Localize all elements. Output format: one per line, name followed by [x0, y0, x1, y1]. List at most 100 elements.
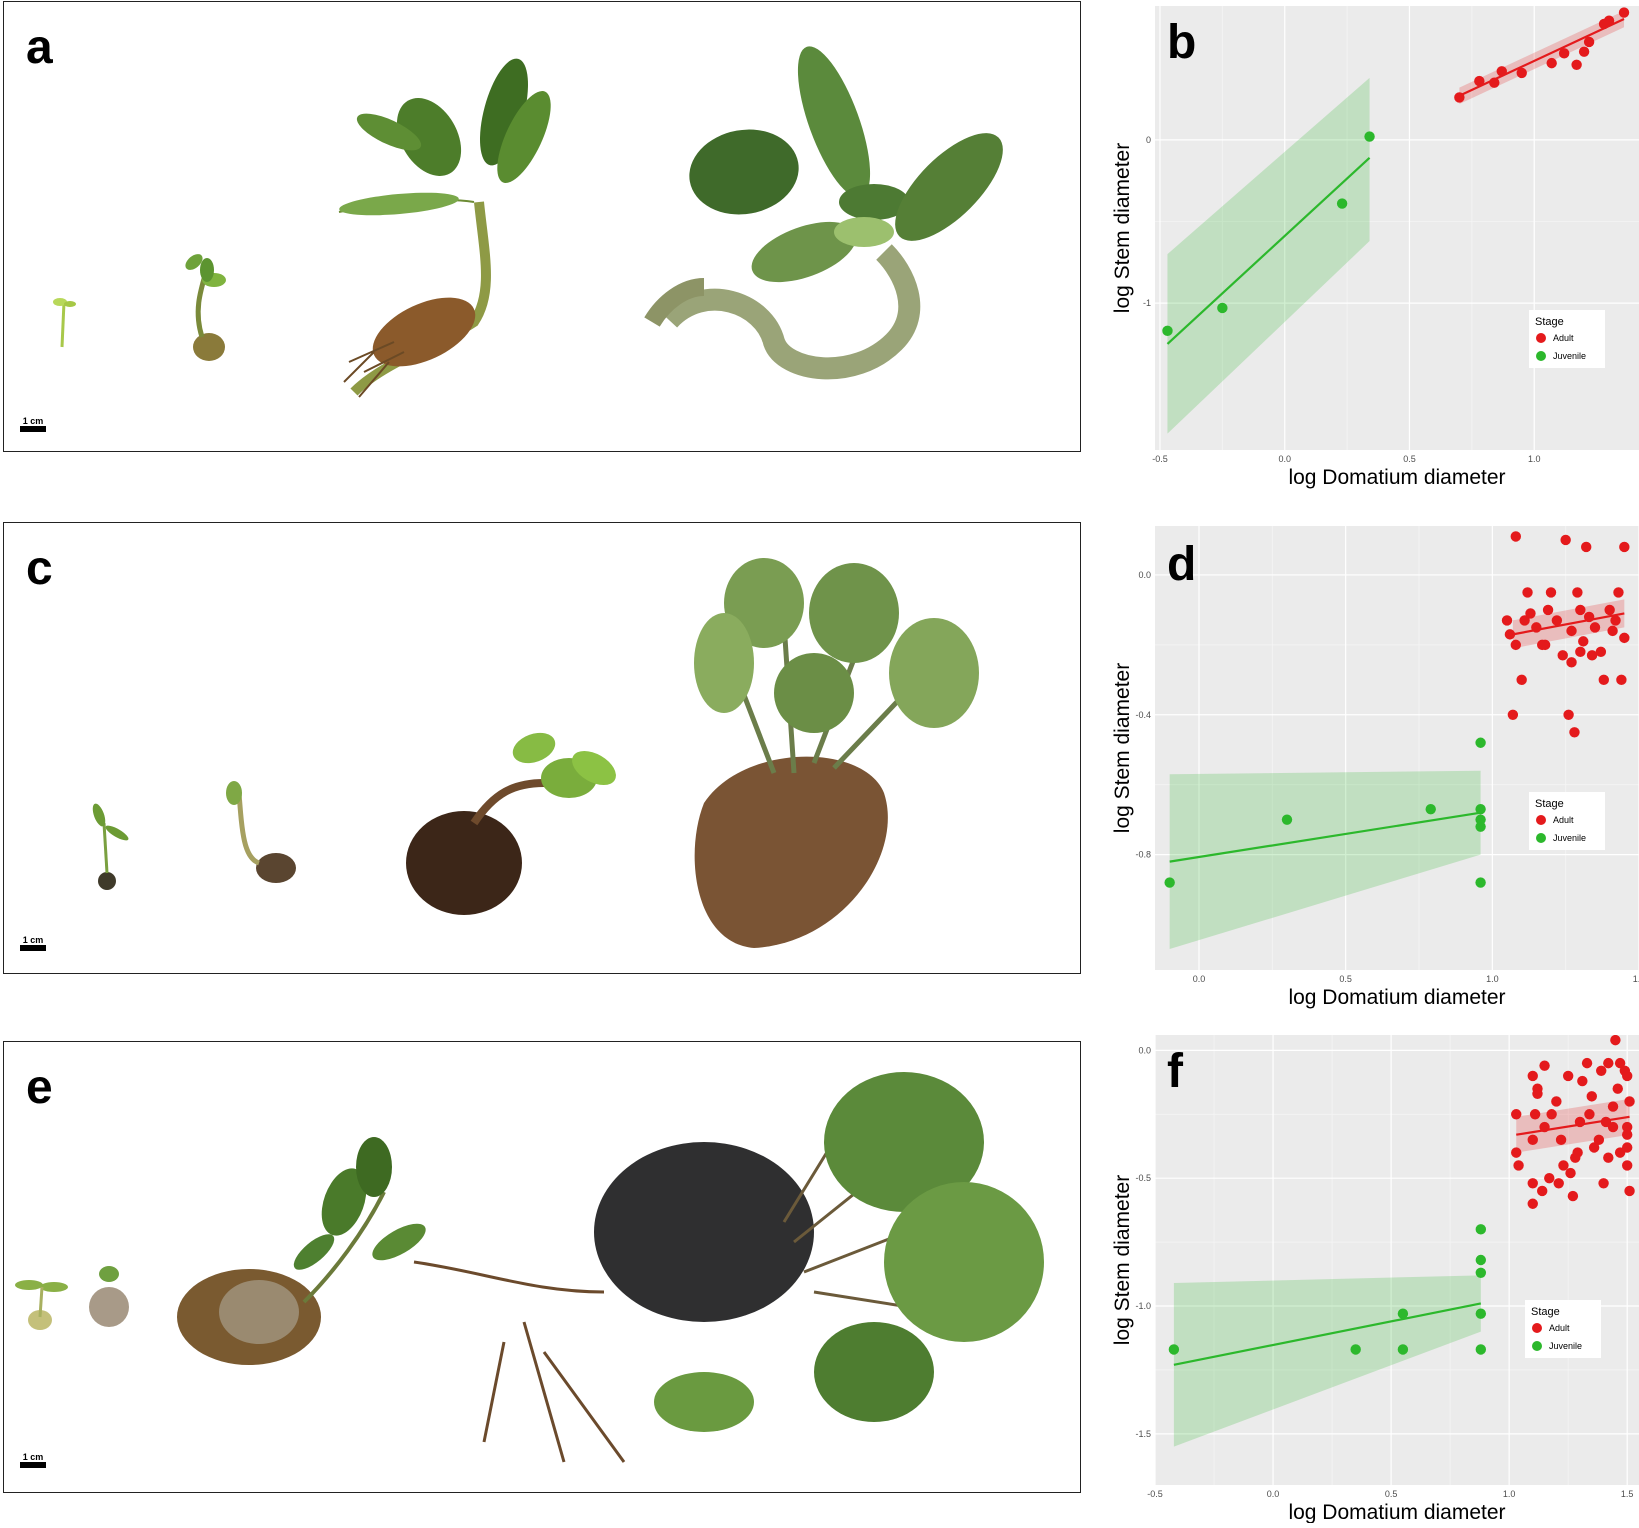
- y-tick-label: 0.0: [1138, 570, 1151, 580]
- data-point-adult: [1621, 1121, 1633, 1133]
- data-point-adult: [1584, 1109, 1595, 1120]
- seedling-e2: [89, 1266, 129, 1327]
- x-tick-label: 0.0: [1193, 974, 1206, 984]
- data-point-adult: [1596, 1065, 1607, 1076]
- panel-letter-f: f: [1167, 1045, 1184, 1098]
- data-point-adult: [1589, 622, 1601, 633]
- x-axis-label: log Domatium diameter: [1288, 1501, 1505, 1523]
- data-point-juvenile: [1162, 325, 1173, 337]
- data-point-adult: [1527, 1178, 1538, 1189]
- photo-panel-e: e 1 cm: [3, 1041, 1081, 1493]
- data-point-adult: [1619, 1065, 1631, 1076]
- fit-line-adult: [1458, 18, 1625, 97]
- plant-c3: [406, 732, 616, 915]
- fit-line-juvenile: [1166, 156, 1371, 345]
- data-point-adult: [1578, 636, 1589, 647]
- data-point-adult: [1539, 1060, 1550, 1071]
- photo-panel-c: c 1 cm: [3, 522, 1081, 974]
- scale-bar-a: 1 cm: [20, 416, 46, 432]
- plot-background: [1155, 526, 1639, 970]
- data-point-adult: [1496, 66, 1507, 77]
- y-tick-label: 0.0: [1138, 1045, 1151, 1055]
- data-point-adult: [1527, 1070, 1538, 1082]
- data-point-juvenile: [1475, 821, 1486, 832]
- data-point-adult: [1546, 1109, 1557, 1120]
- data-point-adult: [1544, 1172, 1555, 1184]
- x-tick-label: 0.5: [1385, 1489, 1398, 1499]
- data-point-adult: [1551, 1096, 1562, 1107]
- data-point-adult: [1583, 36, 1595, 48]
- legend-marker-juvenile: [1532, 1341, 1542, 1351]
- data-point-adult: [1522, 587, 1533, 598]
- data-point-adult: [1572, 587, 1583, 598]
- data-point-adult: [1619, 632, 1630, 644]
- data-point-adult: [1566, 657, 1577, 668]
- seedling-e1: [15, 1280, 68, 1330]
- plant-e3: [177, 1137, 426, 1365]
- data-point-adult: [1583, 611, 1595, 623]
- legend-label-adult: Adult: [1553, 815, 1574, 825]
- data-point-adult: [1510, 531, 1521, 542]
- y-tick-label: -1.5: [1135, 1429, 1151, 1439]
- data-point-adult: [1595, 646, 1607, 658]
- panel-letter-d: d: [1167, 538, 1196, 591]
- data-point-juvenile: [1475, 1308, 1487, 1319]
- data-point-adult: [1553, 1178, 1564, 1189]
- data-point-adult: [1504, 629, 1516, 640]
- data-point-juvenile: [1475, 737, 1486, 748]
- y-tick-label: -1.0: [1135, 1301, 1151, 1311]
- data-point-adult: [1581, 541, 1592, 553]
- data-point-adult: [1454, 92, 1465, 103]
- seedling-c2: [226, 781, 296, 883]
- data-point-adult: [1621, 1160, 1633, 1171]
- data-point-adult: [1516, 674, 1527, 686]
- data-point-adult: [1604, 604, 1615, 616]
- data-point-adult: [1566, 625, 1577, 637]
- data-point-adult: [1614, 1057, 1626, 1069]
- plant-photo-c: [92, 558, 979, 948]
- data-point-adult: [1603, 1152, 1614, 1163]
- data-point-adult: [1575, 604, 1586, 616]
- plant-photo-a: [53, 46, 1003, 398]
- scale-label-c: 1 cm: [22, 935, 44, 945]
- data-point-adult: [1542, 604, 1554, 616]
- data-point-juvenile: [1217, 302, 1228, 314]
- data-point-adult: [1511, 1109, 1522, 1120]
- plant-4: [644, 46, 1003, 380]
- plot-f: -0.5 0.0 0.5 1.0 1.5 -1.5 -1.0 -0.5 0.0 f log Doma…: [1095, 1034, 1639, 1524]
- data-point-adult: [1575, 646, 1586, 658]
- data-point-adult: [1563, 709, 1574, 720]
- data-point-adult: [1507, 709, 1519, 720]
- legend-marker-juvenile: [1536, 351, 1546, 361]
- scatter-chart-b: -0.5 0.0 0.5 1.0 -1 0 b log Domatium diameter lo…: [1111, 6, 1639, 489]
- data-point-adult: [1531, 622, 1542, 633]
- data-point-adult: [1612, 1083, 1623, 1094]
- data-point-juvenile: [1164, 877, 1175, 888]
- legend-marker-juvenile: [1536, 833, 1546, 843]
- data-point-adult: [1607, 625, 1618, 637]
- data-point-juvenile: [1475, 1224, 1487, 1235]
- y-tick-label: -0.8: [1135, 850, 1151, 860]
- plot-background: [1155, 6, 1639, 450]
- plant-e4: [413, 1072, 1044, 1463]
- data-point-adult: [1565, 1167, 1576, 1179]
- data-point-adult: [1537, 1185, 1548, 1197]
- data-point-adult: [1527, 1198, 1538, 1209]
- data-point-adult: [1621, 1142, 1633, 1153]
- data-point-adult: [1610, 615, 1621, 626]
- data-point-adult: [1558, 48, 1570, 59]
- data-point-adult: [1560, 534, 1571, 546]
- data-point-adult: [1624, 1185, 1635, 1197]
- data-point-adult: [1525, 608, 1536, 619]
- data-point-adult: [1578, 46, 1590, 57]
- data-point-juvenile: [1475, 803, 1486, 815]
- legend-label-juvenile: Juvenile: [1549, 1341, 1582, 1351]
- data-point-adult: [1598, 1178, 1609, 1189]
- y-axis-label: log Stem diameter: [1111, 663, 1134, 833]
- data-point-juvenile: [1475, 1254, 1487, 1266]
- data-point-adult: [1489, 77, 1500, 88]
- x-tick-label: 1.0: [1528, 454, 1541, 464]
- fit-line-juvenile: [1173, 1302, 1482, 1366]
- scale-bar-c: 1 cm: [20, 935, 46, 951]
- y-tick-label: -1: [1143, 298, 1151, 308]
